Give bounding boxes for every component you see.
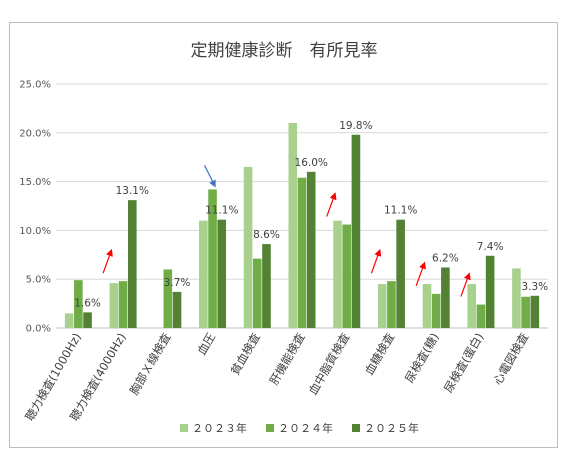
- bar: [485, 255, 495, 328]
- y-tick-label: 20.0%: [19, 128, 51, 139]
- bar: [74, 280, 83, 328]
- bar: [243, 166, 253, 328]
- bar: [476, 304, 486, 328]
- trend-arrow: [204, 165, 216, 188]
- data-label: 6.2%: [432, 252, 459, 264]
- bar: [217, 219, 227, 328]
- y-tick-label: 10.0%: [19, 226, 51, 237]
- data-label: 13.1%: [116, 185, 149, 197]
- x-tick-label: 尿検査(糖): [402, 331, 442, 386]
- bar: [521, 296, 530, 328]
- bar: [208, 189, 217, 328]
- legend-label: ２０２３年: [192, 421, 247, 435]
- bar: [512, 268, 521, 328]
- bar: [163, 269, 173, 328]
- trend-arrow: [370, 248, 382, 274]
- y-tick-label: 15.0%: [19, 177, 51, 188]
- y-tick-label: 5.0%: [26, 275, 51, 286]
- legend-label: ２０２５年: [364, 421, 419, 435]
- bar-layer: [64, 123, 540, 328]
- x-tick-label: 肝機能検査: [267, 330, 308, 387]
- chart-title: 定期健康診断 有所見率: [191, 41, 378, 61]
- data-label: 11.1%: [205, 205, 238, 217]
- trend-arrow: [460, 272, 471, 297]
- bar: [377, 284, 387, 328]
- bar: [387, 281, 396, 328]
- x-tick-label: 血圧: [195, 331, 219, 358]
- bar: [288, 123, 298, 328]
- data-label: 1.6%: [74, 297, 101, 309]
- bar: [422, 284, 432, 328]
- bar: [530, 295, 540, 328]
- x-tick-label: 貧血検査: [228, 330, 263, 377]
- bar: [306, 171, 316, 328]
- bar: [351, 134, 361, 328]
- xtick-layer: 聴力検査(1000Hz)聴力検査(4000Hz)胸部Ｘ線検査 血圧 貧血検査 肝機能検…: [22, 330, 531, 423]
- data-label: 3.7%: [164, 277, 191, 289]
- y-tick-label: 25.0%: [19, 80, 51, 91]
- bar: [262, 244, 271, 328]
- bar: [109, 283, 119, 328]
- bar: [441, 267, 450, 328]
- bar: [199, 220, 208, 328]
- data-label: 3.3%: [521, 281, 548, 293]
- label-layer: 1.6% 13.1% 3.7% 11.1% 8.6% 16.0% 19.8% 11.1% 6.2…: [74, 120, 548, 310]
- legend-swatch: [352, 424, 360, 432]
- bar: [396, 219, 405, 328]
- x-tick-label: 血糖検査: [362, 330, 397, 377]
- arrow-layer: [102, 165, 471, 297]
- trend-arrow: [415, 261, 426, 287]
- legend-label: ２０２４年: [278, 421, 333, 435]
- data-label: 11.1%: [384, 205, 417, 217]
- bar: [431, 293, 441, 328]
- x-tick-label: 心電図検査: [490, 330, 531, 387]
- trend-arrow: [326, 192, 337, 217]
- data-label: 7.4%: [477, 241, 504, 253]
- bar: [297, 177, 307, 328]
- legend: ２０２３年 ２０２４年 ２０２５年: [180, 421, 419, 435]
- bar: [333, 220, 342, 328]
- bar: [64, 313, 74, 328]
- data-label: 19.8%: [339, 120, 372, 132]
- bar: [118, 281, 128, 328]
- trend-arrow: [102, 248, 113, 274]
- legend-swatch: [266, 424, 274, 432]
- bar: [252, 258, 262, 328]
- y-tick-label: 0.0%: [26, 324, 51, 335]
- data-label: 8.6%: [253, 229, 280, 241]
- bar: [172, 291, 182, 328]
- chart-frame: [9, 22, 558, 448]
- data-label: 16.0%: [295, 157, 328, 169]
- legend-swatch: [180, 424, 188, 432]
- bar: [127, 200, 137, 328]
- bar: [83, 312, 92, 328]
- x-tick-label: 血中脂質検査: [306, 330, 353, 397]
- bar: [467, 284, 477, 328]
- x-tick-label: 尿検査(蛋白): [441, 330, 486, 395]
- x-tick-label: 胸部Ｘ線検査: [127, 330, 174, 397]
- bar: [342, 224, 352, 328]
